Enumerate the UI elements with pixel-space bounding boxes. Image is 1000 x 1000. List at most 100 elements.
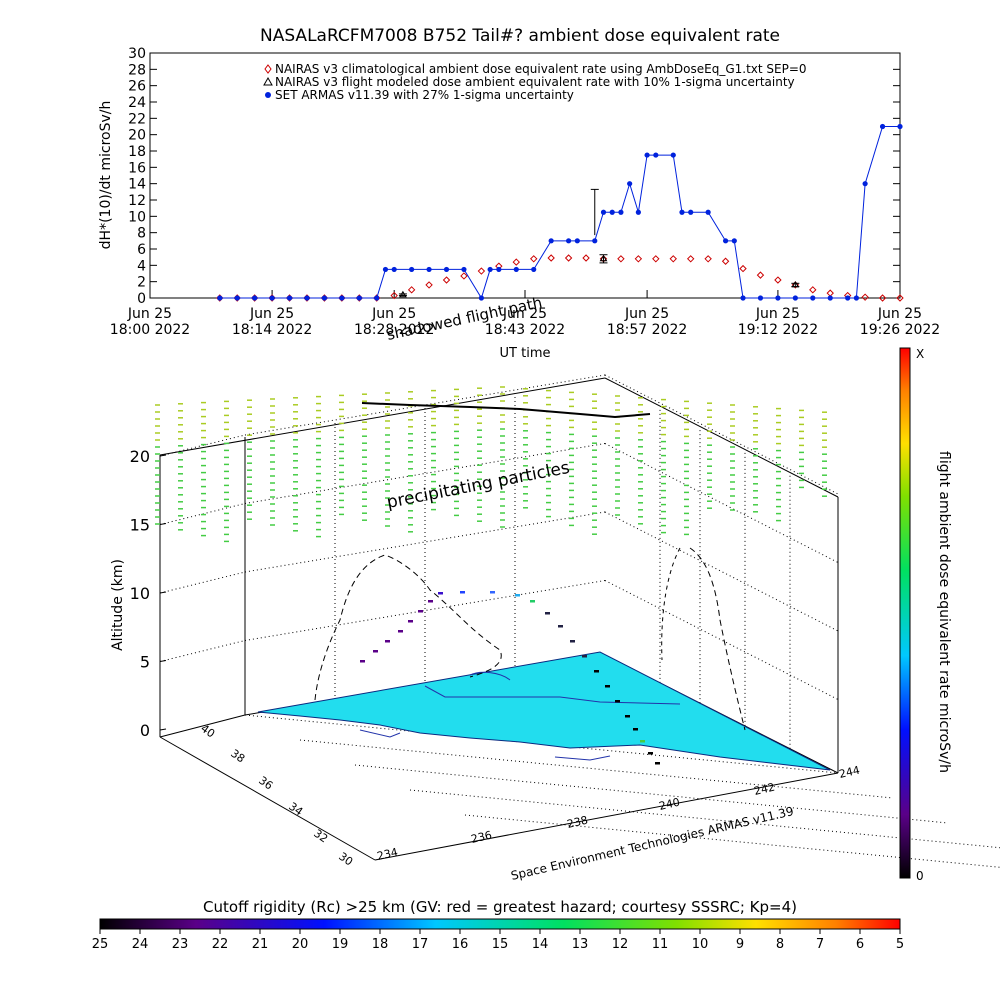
floor-grid-a-3 (409, 789, 1000, 849)
model-point-2 (791, 280, 800, 288)
armas-point-42 (810, 295, 816, 301)
x-tick-date-4: Jun 25 (624, 306, 669, 322)
precipitating-particles (155, 386, 827, 543)
armas-point-27 (618, 209, 624, 215)
track-point-2 (385, 640, 390, 643)
x-tick-date-6: Jun 25 (877, 306, 922, 322)
track-point-16 (594, 670, 599, 673)
armas-point-1 (234, 295, 240, 301)
floor-grid-a-4 (464, 814, 1000, 868)
armas-point-5 (304, 295, 310, 301)
rigidity-label: Cutoff rigidity (Rc) >25 km (GV: red = g… (203, 898, 797, 916)
x-tick-date-1: Jun 25 (249, 306, 294, 322)
track-point-1 (373, 650, 378, 653)
latitude-axis: 30 32 34 36 38 40 (159, 722, 376, 868)
armas-point-47 (879, 123, 886, 130)
armas-point-14 (443, 266, 450, 273)
grid-back-3 (244, 443, 606, 504)
clim-point-39 (896, 294, 904, 302)
lon-axis-line (374, 772, 839, 861)
armas-point-26 (609, 209, 615, 215)
altitude-axis: 0 5 10 15 20 (130, 447, 167, 740)
armas-point-0 (217, 295, 223, 301)
armas-point-2 (252, 295, 258, 301)
clim-point-13 (442, 276, 451, 284)
x-tick-time-5: 19:12 2022 (738, 322, 818, 338)
track-point-8 (460, 591, 465, 594)
y-tick-label-15: 30 (128, 46, 146, 62)
armas-point-25 (600, 209, 607, 215)
armas-point-45 (853, 295, 859, 301)
track-point-17 (605, 685, 610, 688)
grid-side-4 (159, 434, 246, 457)
series-nairas-flight-model (398, 254, 800, 298)
altitude-axis-label: Altitude (km) (110, 559, 126, 651)
clim-point-21 (582, 254, 590, 262)
grid-side-2 (159, 571, 246, 594)
armas-point-40 (775, 295, 781, 301)
rigidity-tick-label-9: 16 (452, 937, 469, 952)
track-point-11 (530, 600, 535, 603)
y-tick-label-9: 18 (128, 144, 146, 160)
clim-point-26 (669, 255, 677, 263)
armas-point-39 (757, 295, 764, 301)
track-point-3 (398, 630, 403, 633)
x-tick-date-3: Jun 25 (502, 306, 547, 322)
track-point-19 (625, 715, 630, 718)
track-point-9 (490, 591, 495, 594)
x-axis-label: UT time (500, 346, 551, 361)
rigidity-tick-label-3: 22 (212, 937, 229, 952)
armas-point-48 (897, 123, 903, 130)
grid-back-1 (244, 580, 606, 641)
armas-point-44 (845, 295, 851, 301)
grid-right-4 (604, 374, 839, 495)
legend-marker-0 (264, 64, 272, 74)
track-point-12 (545, 612, 550, 615)
series-nairas-climatological (216, 254, 904, 302)
floor-grid-a-2 (354, 764, 949, 824)
dose-colorbar (899, 347, 911, 879)
armas-point-23 (574, 238, 580, 244)
colorbar-max-label: X (916, 347, 924, 361)
x-tick-time-3: 18:43 2022 (485, 322, 565, 338)
floor-grid-a-1 (299, 739, 894, 799)
clim-point-12 (425, 281, 433, 289)
clim-point-14 (460, 272, 468, 280)
altitude-tick-label-4: 20 (130, 447, 150, 466)
y-tick-label-14: 28 (128, 62, 146, 78)
armas-point-8 (356, 295, 362, 301)
x-tick-time-2: 18:28 2022 (354, 322, 434, 338)
legend-label-0: NAIRAS v3 climatological ambient dose eq… (275, 62, 807, 76)
clim-point-34 (809, 286, 817, 294)
model-point-1 (599, 254, 608, 262)
y-axis-label: dH*(10)/dt microSv/h (98, 101, 114, 250)
x-tick-time-6: 19:26 2022 (860, 322, 940, 338)
rigidity-tick-label-20: 5 (896, 937, 904, 952)
lat-tick-label-5: 40 (198, 722, 217, 741)
clim-point-27 (686, 255, 695, 263)
armas-point-22 (566, 238, 572, 244)
armas-point-4 (286, 295, 293, 301)
colorbar-label: flight ambient dose equivalent rate micr… (936, 451, 952, 773)
x-tick-time-4: 18:57 2022 (607, 322, 687, 338)
lon-tick-label-1: 236 (470, 829, 493, 846)
armas-point-13 (426, 266, 432, 273)
armas-point-20 (531, 266, 537, 273)
track-point-18 (615, 700, 620, 703)
y-tick-label-0: 0 (137, 291, 146, 307)
y-tick-label-6: 12 (128, 193, 146, 209)
altitude-tick-2 (159, 591, 167, 594)
rigidity-tick-label-12: 13 (572, 937, 589, 952)
clim-point-11 (407, 286, 416, 294)
armas-point-32 (670, 152, 676, 158)
track-point-4 (408, 620, 413, 623)
track-point-21 (640, 740, 645, 743)
x-tick-date-2: Jun 25 (371, 306, 416, 322)
altitude-tick-4 (159, 454, 167, 457)
clim-point-23 (617, 255, 625, 263)
rigidity-tick-label-11: 14 (532, 937, 549, 952)
x-tick-date-0: Jun 25 (127, 306, 172, 322)
rigidity-colorbar (99, 918, 901, 930)
rigidity-tick-label-18: 7 (816, 937, 824, 952)
armas-point-15 (461, 266, 467, 273)
